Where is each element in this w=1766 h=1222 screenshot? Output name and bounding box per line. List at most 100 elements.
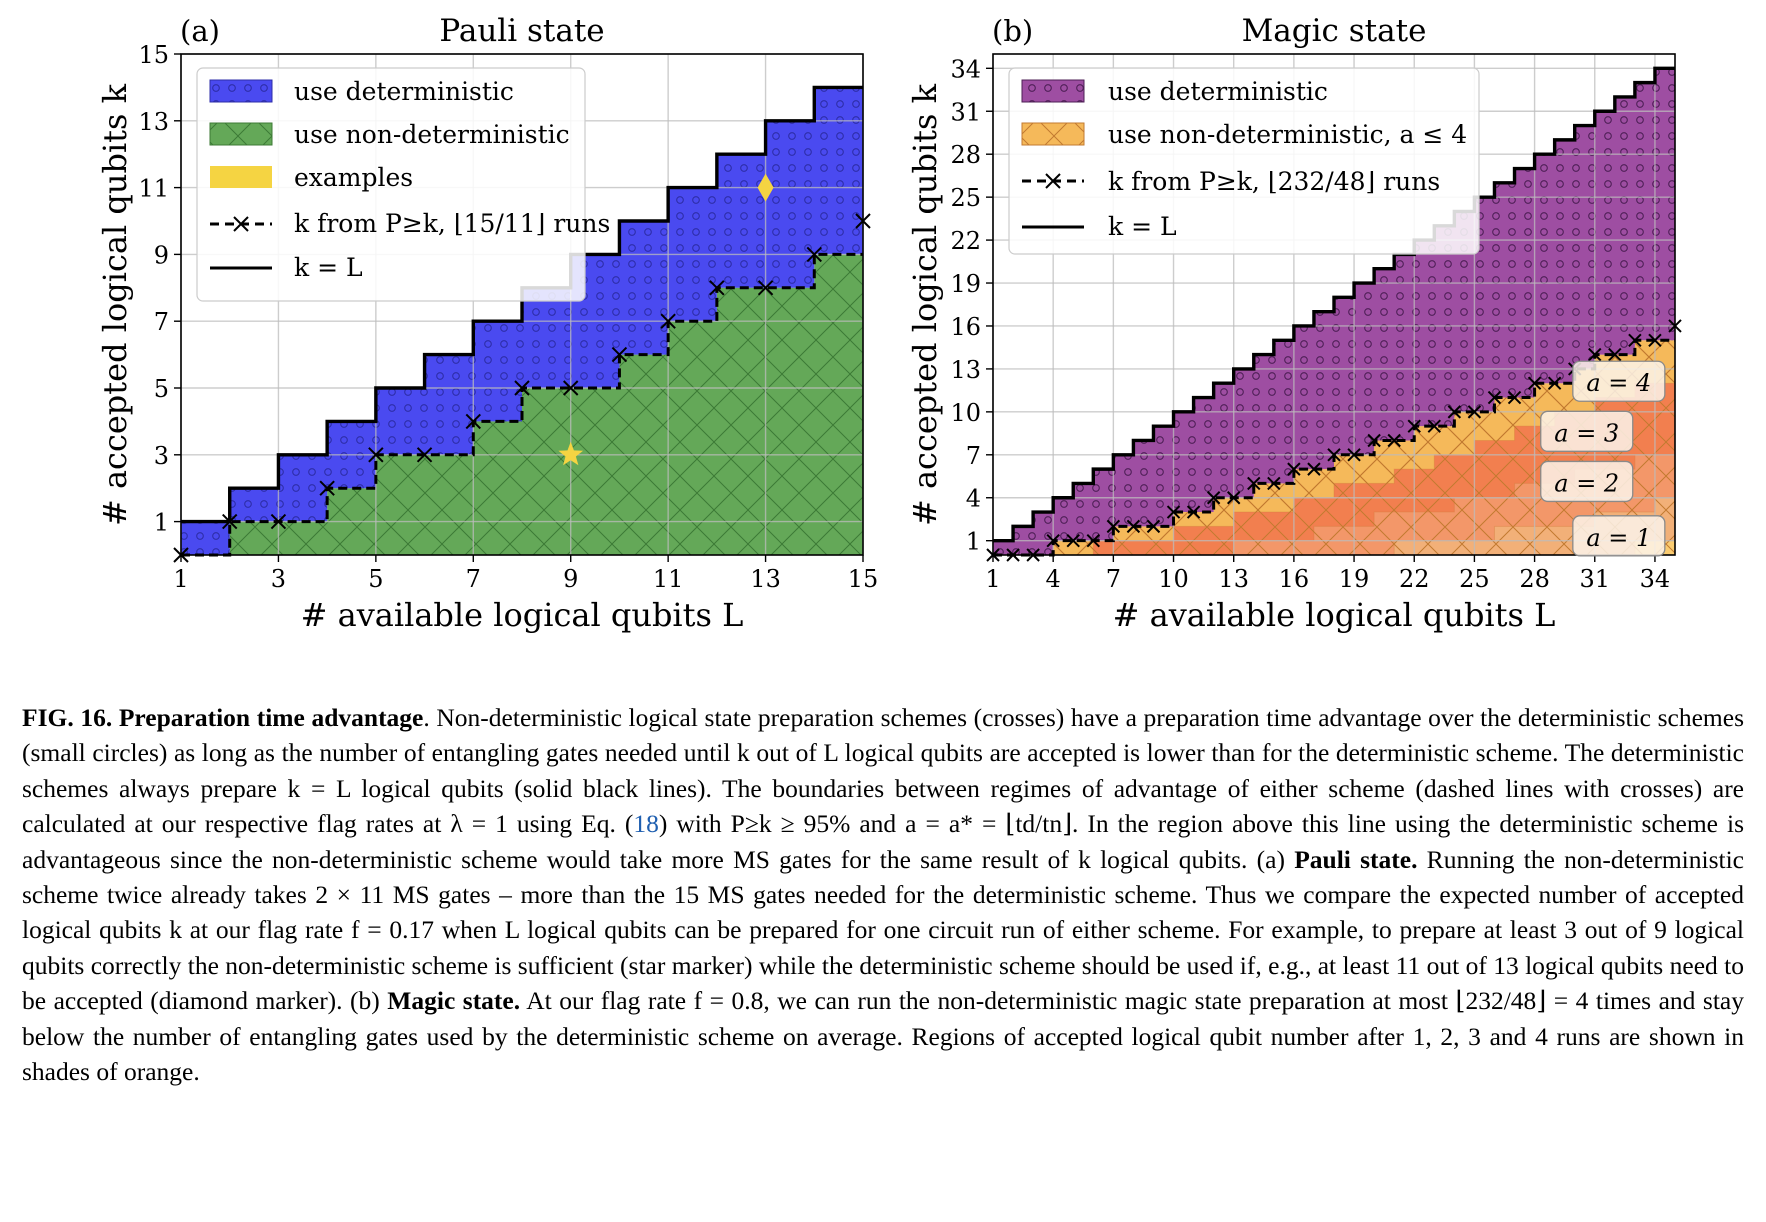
y-tick-label: 25 bbox=[950, 184, 981, 212]
region-label: a = 2 bbox=[1554, 469, 1619, 497]
x-axis-label-a: # available logical qubits L bbox=[301, 596, 744, 634]
boundary-cross-marker bbox=[1146, 519, 1161, 534]
x-tick-label: 31 bbox=[1579, 565, 1610, 593]
boundary-cross-marker bbox=[1487, 390, 1502, 405]
caption-text-1: . Non-deterministic logical state prepar… bbox=[22, 703, 1745, 839]
y-tick-label: 7 bbox=[966, 442, 981, 470]
y-tick-label: 16 bbox=[950, 313, 981, 341]
legend-label: examples bbox=[294, 163, 413, 192]
y-tick-label: 22 bbox=[950, 227, 981, 255]
y-tick-label: 9 bbox=[154, 241, 169, 269]
x-tick-label: 7 bbox=[1106, 565, 1121, 593]
boundary-cross-marker bbox=[1588, 347, 1602, 362]
boundary-cross-marker bbox=[416, 447, 433, 463]
boundary-cross-marker bbox=[1046, 533, 1060, 548]
panel-label-a: (a) bbox=[180, 14, 220, 48]
x-tick-label: 25 bbox=[1459, 565, 1490, 593]
example-star-marker bbox=[558, 441, 584, 466]
caption-text-2: ) with P≥k ≥ 95% and a = a* = ⌊td/tn⌋. I… bbox=[22, 809, 1744, 874]
y-tick-label: 11 bbox=[138, 175, 169, 203]
y-axis-label-a: # accepted logical qubits k bbox=[96, 83, 134, 526]
legend-label: k = L bbox=[294, 253, 363, 282]
caption-title: Preparation time advantage bbox=[118, 703, 424, 732]
boundary-cross-marker bbox=[1066, 533, 1080, 548]
boundary-cross-marker bbox=[319, 480, 335, 496]
boundary-cross-marker bbox=[368, 447, 384, 463]
boundary-cross-marker bbox=[1227, 491, 1241, 505]
x-tick-label: 3 bbox=[271, 565, 286, 593]
y-tick-label: 13 bbox=[950, 356, 981, 384]
region-label: a = 3 bbox=[1554, 419, 1619, 447]
series-line-boundary bbox=[181, 252, 863, 557]
x-tick-label: 13 bbox=[750, 565, 781, 593]
figure-caption: FIG. 16. Preparation time advantage. Non… bbox=[22, 700, 1744, 1089]
legend-a: use deterministic use non-deterministic … bbox=[196, 67, 610, 302]
y-tick-label: 7 bbox=[154, 308, 169, 336]
legend-swatch-examples-a bbox=[210, 166, 272, 188]
axes-frame-b bbox=[992, 53, 1676, 556]
boundary-cross-marker bbox=[806, 246, 822, 263]
boundary-cross-marker bbox=[1186, 505, 1201, 519]
legend-label: use non-deterministic, a ≤ 4 bbox=[1108, 120, 1467, 149]
plot-area-b bbox=[986, 54, 1682, 562]
legend-label: k from P≥k, ⌊15/11⌋ runs bbox=[294, 209, 610, 238]
example-diamond-marker bbox=[757, 173, 774, 202]
caption-magic-heading: Magic state. bbox=[387, 986, 521, 1016]
x-tick-label: 9 bbox=[563, 565, 578, 593]
axes-frame-a bbox=[180, 53, 864, 556]
x-tick-label: 10 bbox=[1158, 565, 1189, 593]
series-line-k-equals-L bbox=[181, 85, 863, 524]
boundary-cross-marker bbox=[1527, 376, 1542, 390]
boundary-cross-marker bbox=[1206, 491, 1221, 505]
region-label-box bbox=[1572, 360, 1666, 402]
boundary-cross-marker bbox=[1327, 448, 1341, 462]
boundary-cross-marker bbox=[1628, 333, 1642, 347]
boundary-cross-marker bbox=[1447, 405, 1462, 419]
x-tick-label: 7 bbox=[466, 565, 481, 593]
caption-equation-link[interactable]: 18 bbox=[633, 809, 659, 839]
panel-b: 1 4 7 10 13 16 19 22 25 28 31 34 1 4 7 10 13 16 19 22 25 28 31… bbox=[906, 13, 1682, 634]
x-tick-label: 22 bbox=[1399, 565, 1430, 593]
boundary-cross-marker bbox=[1407, 419, 1421, 433]
y-tick-label: 3 bbox=[154, 442, 169, 470]
region-labels-b: a = 4 a = 3 a = 2 a = 1 bbox=[1540, 360, 1666, 557]
legend-label: use deterministic bbox=[1108, 77, 1328, 106]
boundary-cross-marker bbox=[1507, 390, 1522, 405]
y-tick-label: 31 bbox=[950, 98, 981, 126]
y-tick-label: 10 bbox=[950, 399, 981, 427]
x-tick-label: 11 bbox=[653, 565, 684, 593]
boundary-cross-marker bbox=[465, 413, 481, 430]
boundary-cross-marker bbox=[660, 313, 676, 329]
boundary-cross-marker bbox=[1347, 448, 1361, 462]
ticks-b: 1 4 7 10 13 16 19 22 25 28 31 34 1 4 7 10 13 16 19 22 25 28 31… bbox=[950, 55, 1670, 593]
panel-label-b: (b) bbox=[992, 14, 1033, 48]
boundary-cross-marker bbox=[709, 280, 725, 296]
boundary-cross-marker bbox=[1547, 376, 1562, 390]
y-tick-label: 15 bbox=[138, 41, 169, 69]
boundary-cross-marker bbox=[1126, 519, 1141, 534]
caption-text-3: Running the non-deterministic scheme twi… bbox=[22, 844, 1744, 1016]
plot-area-a bbox=[173, 53, 871, 563]
legend-label: use deterministic bbox=[294, 77, 514, 106]
region-label-box bbox=[1540, 410, 1634, 452]
x-tick-label: 1 bbox=[985, 565, 1000, 593]
boundary-cross-marker bbox=[514, 380, 530, 396]
y-tick-label: 28 bbox=[950, 141, 981, 169]
x-tick-label: 13 bbox=[1218, 565, 1249, 593]
region-label: a = 4 bbox=[1586, 369, 1651, 397]
x-tick-label: 5 bbox=[368, 565, 383, 593]
x-tick-label: 4 bbox=[1046, 565, 1061, 593]
legend-label: k = L bbox=[1108, 212, 1177, 241]
boundary-cross-marker bbox=[1648, 333, 1662, 347]
y-tick-label: 13 bbox=[138, 108, 169, 136]
y-tick-label: 19 bbox=[950, 270, 981, 298]
boundary-cross-marker bbox=[1467, 405, 1482, 419]
boundary-cross-marker bbox=[1367, 433, 1381, 448]
boundary-cross-marker bbox=[563, 380, 579, 396]
x-tick-label: 15 bbox=[848, 565, 879, 593]
boundary-cross-marker bbox=[611, 346, 628, 363]
boundary-cross-marker bbox=[270, 513, 287, 530]
y-tick-label: 1 bbox=[966, 528, 981, 556]
